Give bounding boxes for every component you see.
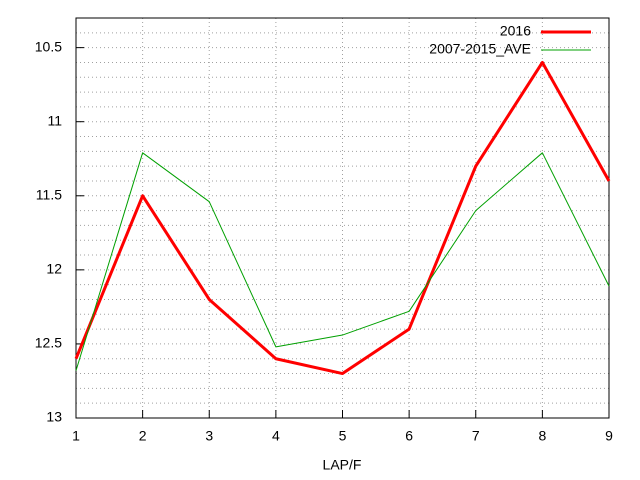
legend-label: 2016 [500,23,531,39]
series-line [75,152,610,371]
x-tick-label: 4 [272,428,280,444]
y-tick-label: 11 [47,112,62,128]
x-axis-label: LAP/F [323,457,362,473]
x-tick-label: 2 [139,428,147,444]
y-tick-label: 10.5 [35,38,62,54]
y-tick-label: 11.5 [36,186,62,202]
legend-label: 2007-2015_AVE [429,41,531,57]
plot-frame [75,17,610,419]
y-tick-label: 12.5 [35,335,62,351]
x-tick-label: 7 [472,428,480,444]
x-tick-label: 9 [605,428,613,444]
series-line [74,60,611,376]
x-tick-label: 6 [405,428,413,444]
x-tick-label: 3 [205,428,213,444]
y-tick-label: 12 [46,261,62,277]
x-tick-label: 8 [538,428,546,444]
x-tick-label: 1 [72,428,80,444]
y-tick-label: 13 [46,409,62,425]
x-tick-label: 5 [339,428,347,444]
